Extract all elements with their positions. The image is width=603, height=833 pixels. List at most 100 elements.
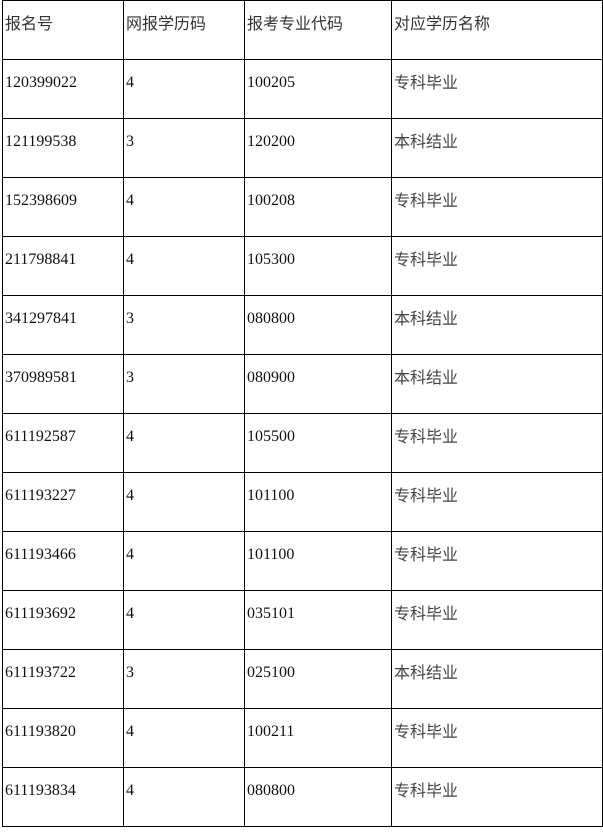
cell-text: 152398609: [5, 192, 77, 209]
education-name-cell: 专科毕业: [391, 413, 603, 473]
table-row: 611193466 4 101100 专科毕业: [2, 531, 603, 591]
cell-text: 3: [126, 310, 134, 327]
major-code-cell: 080800: [244, 295, 392, 355]
cell-text: 100211: [247, 723, 295, 740]
table-row: 611193722 3 025100 本科结业: [2, 649, 603, 709]
header-education-code: 网报学历码: [123, 0, 245, 60]
header-text: 报名号: [5, 14, 54, 33]
registration-number-cell: 611193820: [2, 708, 124, 768]
table-row: 341297841 3 080800 本科结业: [2, 295, 603, 355]
education-code-cell: 4: [123, 236, 245, 296]
registration-number-cell: 611193692: [2, 590, 124, 650]
registration-number-cell: 120399022: [2, 59, 124, 119]
cell-text: 4: [126, 605, 134, 622]
education-name-cell: 专科毕业: [391, 59, 603, 119]
cell-text: 035101: [247, 605, 295, 622]
cell-text: 专科毕业: [394, 486, 459, 505]
education-name-cell: 本科结业: [391, 118, 603, 178]
table-row: 120399022 4 100205 专科毕业: [2, 59, 603, 119]
cell-text: 专科毕业: [394, 427, 459, 446]
education-name-cell: 专科毕业: [391, 767, 603, 827]
major-code-cell: 105500: [244, 413, 392, 473]
cell-text: 080800: [247, 310, 295, 327]
table-row: 611193834 4 080800 专科毕业: [2, 767, 603, 827]
cell-text: 101100: [247, 546, 295, 563]
header-text: 报考专业代码: [247, 14, 344, 33]
table-row: 370989581 3 080900 本科结业: [2, 354, 603, 414]
cell-text: 121199538: [5, 133, 77, 150]
education-code-cell: 4: [123, 767, 245, 827]
cell-text: 100208: [247, 192, 295, 209]
education-code-cell: 4: [123, 708, 245, 768]
cell-text: 101100: [247, 487, 295, 504]
registration-number-cell: 370989581: [2, 354, 124, 414]
education-name-cell: 专科毕业: [391, 708, 603, 768]
major-code-cell: 120200: [244, 118, 392, 178]
cell-text: 专科毕业: [394, 191, 459, 210]
cell-text: 3: [126, 664, 134, 681]
table-row: 211798841 4 105300 专科毕业: [2, 236, 603, 296]
table-row: 121199538 3 120200 本科结业: [2, 118, 603, 178]
major-code-cell: 101100: [244, 531, 392, 591]
registration-number-cell: 611193466: [2, 531, 124, 591]
education-code-cell: 3: [123, 118, 245, 178]
table-row: 611193227 4 101100 专科毕业: [2, 472, 603, 532]
education-name-cell: 本科结业: [391, 354, 603, 414]
education-name-cell: 专科毕业: [391, 472, 603, 532]
education-name-cell: 本科结业: [391, 295, 603, 355]
registration-number-cell: 611193227: [2, 472, 124, 532]
cell-text: 专科毕业: [394, 604, 459, 623]
major-code-cell: 080900: [244, 354, 392, 414]
education-code-cell: 4: [123, 413, 245, 473]
cell-text: 611193834: [5, 782, 76, 799]
education-code-cell: 4: [123, 59, 245, 119]
cell-text: 本科结业: [394, 663, 459, 682]
cell-text: 3: [126, 369, 134, 386]
cell-text: 211798841: [5, 251, 77, 268]
cell-text: 341297841: [5, 310, 77, 327]
major-code-cell: 100208: [244, 177, 392, 237]
cell-text: 3: [126, 133, 134, 150]
cell-text: 专科毕业: [394, 722, 459, 741]
cell-text: 4: [126, 192, 134, 209]
cell-text: 专科毕业: [394, 73, 459, 92]
cell-text: 120399022: [5, 74, 77, 91]
education-code-cell: 3: [123, 354, 245, 414]
education-name-cell: 专科毕业: [391, 590, 603, 650]
cell-text: 本科结业: [394, 309, 459, 328]
cell-text: 4: [126, 74, 134, 91]
cell-text: 4: [126, 251, 134, 268]
major-code-cell: 101100: [244, 472, 392, 532]
major-code-cell: 080800: [244, 767, 392, 827]
table-row: 152398609 4 100208 专科毕业: [2, 177, 603, 237]
cell-text: 专科毕业: [394, 781, 459, 800]
table-row: 611193820 4 100211 专科毕业: [2, 708, 603, 768]
header-education-name: 对应学历名称: [391, 0, 603, 60]
cell-text: 专科毕业: [394, 250, 459, 269]
education-name-cell: 专科毕业: [391, 236, 603, 296]
table-row: 611192587 4 105500 专科毕业: [2, 413, 603, 473]
major-code-cell: 105300: [244, 236, 392, 296]
cell-text: 105300: [247, 251, 295, 268]
cell-text: 100205: [247, 74, 295, 91]
education-name-cell: 本科结业: [391, 649, 603, 709]
header-registration-number: 报名号: [2, 0, 124, 60]
education-code-cell: 4: [123, 590, 245, 650]
cell-text: 专科毕业: [394, 545, 459, 564]
cell-text: 611193227: [5, 487, 76, 504]
registration-number-cell: 611193722: [2, 649, 124, 709]
cell-text: 611192587: [5, 428, 76, 445]
registration-number-cell: 341297841: [2, 295, 124, 355]
cell-text: 4: [126, 428, 134, 445]
cell-text: 4: [126, 723, 134, 740]
cell-text: 611193466: [5, 546, 76, 563]
cell-text: 4: [126, 487, 134, 504]
registration-number-cell: 121199538: [2, 118, 124, 178]
education-code-cell: 4: [123, 472, 245, 532]
major-code-cell: 100205: [244, 59, 392, 119]
table-header-row: 报名号 网报学历码 报考专业代码 对应学历名称: [2, 0, 603, 60]
cell-text: 080900: [247, 369, 295, 386]
cell-text: 105500: [247, 428, 295, 445]
header-major-code: 报考专业代码: [244, 0, 392, 60]
header-text: 对应学历名称: [394, 14, 491, 33]
